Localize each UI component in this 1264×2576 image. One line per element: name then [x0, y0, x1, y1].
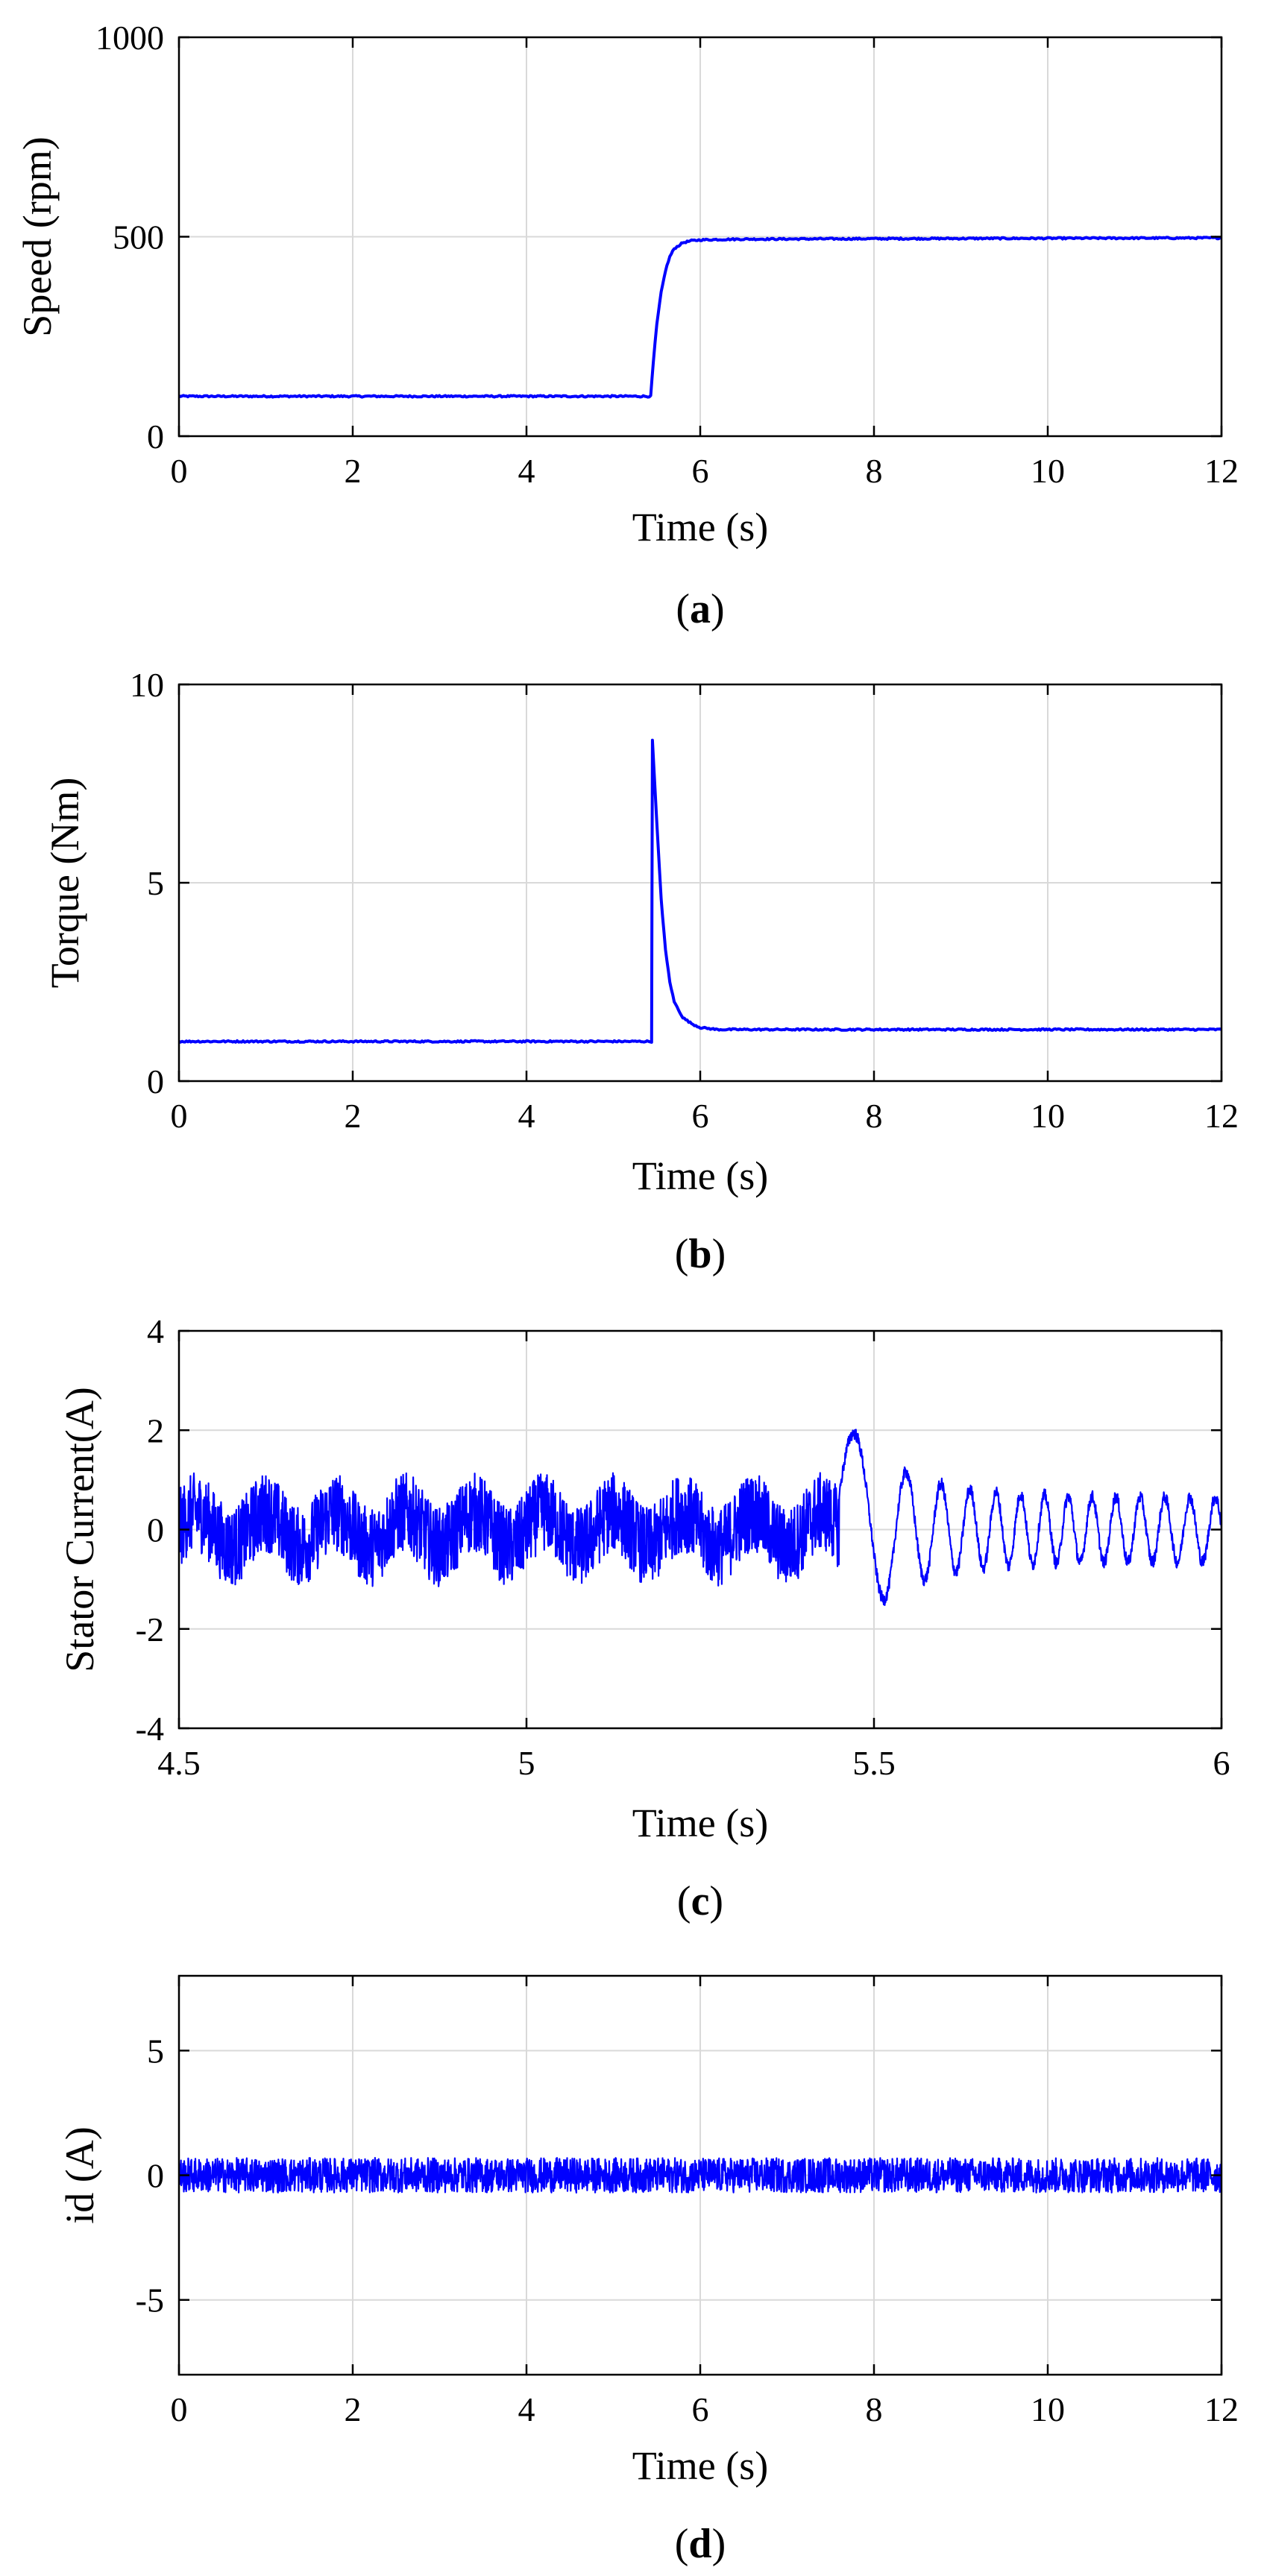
- panel-caption: (a): [676, 586, 724, 632]
- y-tick-label: 1000: [95, 19, 164, 57]
- x-tick-label: 12: [1204, 452, 1239, 490]
- x-tick-label: 4: [518, 1097, 535, 1135]
- y-tick-label: 4: [147, 1312, 164, 1350]
- x-tick-label: 0: [171, 1097, 188, 1135]
- y-axis-label: Stator Current(A): [57, 1387, 102, 1672]
- y-tick-label: 0: [147, 1062, 164, 1100]
- x-tick-label: 6: [1213, 1744, 1230, 1782]
- series-line-c: [179, 1429, 1221, 1606]
- y-tick-label: 500: [113, 218, 164, 256]
- series-line-b: [179, 738, 1221, 1044]
- y-tick-label: 5: [147, 864, 164, 902]
- x-axis-label: Time (s): [632, 1153, 769, 1198]
- x-tick-label: 5.5: [852, 1744, 896, 1782]
- panel-caption: (c): [677, 1878, 723, 1924]
- series-line-d: [179, 2157, 1221, 2194]
- x-tick-label: 8: [866, 2390, 883, 2428]
- y-tick-label: -4: [136, 1710, 164, 1748]
- x-tick-label: 10: [1031, 2390, 1065, 2428]
- x-tick-label: 12: [1204, 1097, 1239, 1135]
- x-axis-label: Time (s): [632, 505, 769, 549]
- x-tick-label: 4: [518, 452, 535, 490]
- x-tick-label: 10: [1031, 1097, 1065, 1135]
- series-line-a: [179, 236, 1221, 399]
- x-tick-label: 12: [1204, 2390, 1239, 2428]
- y-tick-label: 2: [147, 1411, 164, 1449]
- x-tick-label: 8: [866, 452, 883, 490]
- x-tick-label: 2: [345, 2390, 362, 2428]
- panel-caption: (d): [675, 2521, 726, 2567]
- x-tick-label: 8: [866, 1097, 883, 1135]
- x-tick-label: 6: [692, 2390, 709, 2428]
- x-axis-label: Time (s): [632, 1801, 769, 1845]
- x-tick-label: 2: [345, 1097, 362, 1135]
- chart-panel-b: 0 2 4 6 8 10 12 0 5 10 Time (s) Torque (Nm) (b): [43, 666, 1239, 1277]
- x-axis-label: Time (s): [632, 2443, 769, 2488]
- y-tick-label: -5: [136, 2281, 164, 2320]
- y-axis-label: Torque (Nm): [43, 778, 87, 989]
- chart-panel-d: 0 2 4 6 8 10 12 -5 0 5 Time (s) id (A) (d): [57, 1974, 1239, 2567]
- x-tick-label: 0: [171, 2390, 188, 2428]
- y-tick-label: 0: [147, 2157, 164, 2195]
- y-tick-label: 0: [147, 418, 164, 456]
- chart-panel-c: 4.5 5 5.5 6 -4 -2 0 2 4 Time (s) Stator Current(A)…: [57, 1312, 1230, 1924]
- x-tick-label: 6: [692, 452, 709, 490]
- y-axis-label: Speed (rpm): [15, 136, 60, 336]
- x-tick-label: 6: [692, 1097, 709, 1135]
- y-tick-label: -2: [136, 1610, 164, 1648]
- x-tick-label: 4: [518, 2390, 535, 2428]
- x-tick-label: 5: [518, 1744, 535, 1782]
- x-tick-label: 2: [345, 452, 362, 490]
- y-tick-label: 0: [147, 1511, 164, 1549]
- chart-panel-a: 0 2 4 6 8 10 12 0 500 1000 Time (s) Speed (rpm) (a): [15, 19, 1239, 632]
- x-tick-label: 0: [171, 452, 188, 490]
- y-tick-label: 10: [130, 666, 164, 704]
- x-tick-label: 4.5: [157, 1744, 201, 1782]
- x-tick-label: 10: [1031, 452, 1065, 490]
- panel-caption: (b): [675, 1231, 726, 1277]
- y-tick-label: 5: [147, 2032, 164, 2070]
- y-axis-label: id (A): [57, 2126, 102, 2223]
